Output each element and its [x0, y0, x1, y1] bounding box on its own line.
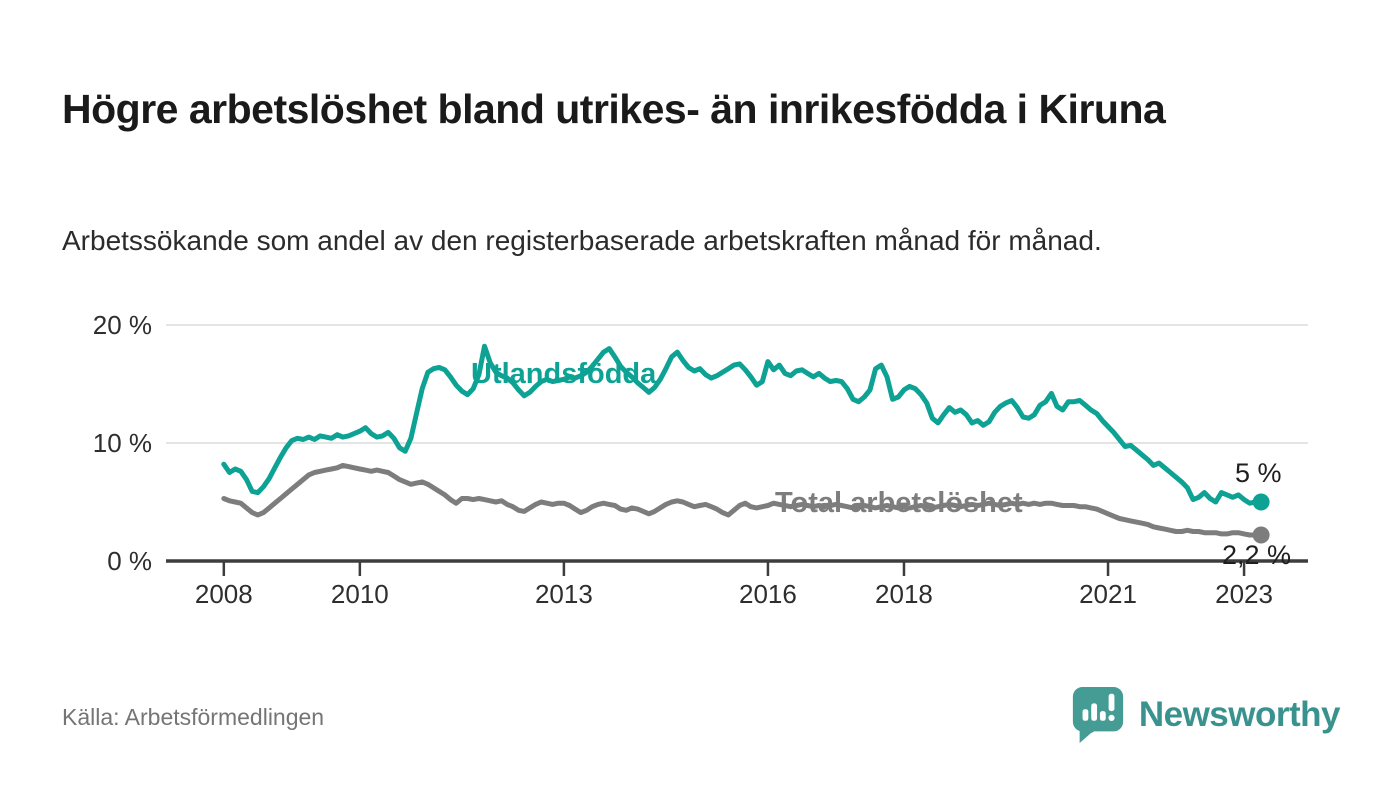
- series-label-total: Total arbetslöshet: [775, 487, 1023, 519]
- series-label-utlandsfodda: Utlandsfödda: [471, 358, 657, 390]
- x-tick-label: 2016: [739, 579, 797, 609]
- chart-title: Högre arbetslöshet bland utrikes- än inr…: [62, 86, 1166, 133]
- source-attribution: Källa: Arbetsförmedlingen: [62, 704, 325, 730]
- end-value-total: 2,2 %: [1222, 540, 1292, 570]
- chart-subtitle: Arbetssökande som andel av den registerb…: [62, 225, 1102, 256]
- x-tick-label: 2023: [1215, 579, 1273, 609]
- logo-bubble: [1072, 686, 1123, 734]
- y-tick-label: 0 %: [107, 546, 152, 576]
- newsworthy-logo-icon: [1072, 686, 1123, 744]
- end-value-utlandsfodda: 5 %: [1235, 458, 1282, 488]
- logo-bubble-tail: [1079, 727, 1095, 744]
- series-end-dot-total: [1252, 526, 1270, 544]
- logo-bar-2: [1091, 703, 1097, 721]
- x-tick-label: 2008: [195, 579, 253, 609]
- x-tick-label: 2010: [331, 579, 389, 609]
- logo-exclamation-bar: [1108, 693, 1115, 712]
- logo-bar-1: [1082, 709, 1089, 721]
- x-tick-label: 2013: [535, 579, 593, 609]
- newsworthy-brand: Newsworthy: [1069, 684, 1341, 746]
- logo-exclamation-dot: [1108, 714, 1115, 721]
- y-tick-label: 10 %: [93, 428, 152, 458]
- series-line-total: [221, 462, 1264, 538]
- brand-name: Newsworthy: [1138, 695, 1341, 734]
- logo-bar-3: [1099, 711, 1106, 721]
- series-end-dot-utlandsfodda: [1252, 493, 1270, 511]
- series-line-utlandsfodda: [221, 343, 1264, 506]
- x-tick-label: 2021: [1079, 579, 1137, 609]
- x-tick-label: 2018: [875, 579, 933, 609]
- y-tick-label: 20 %: [93, 310, 152, 340]
